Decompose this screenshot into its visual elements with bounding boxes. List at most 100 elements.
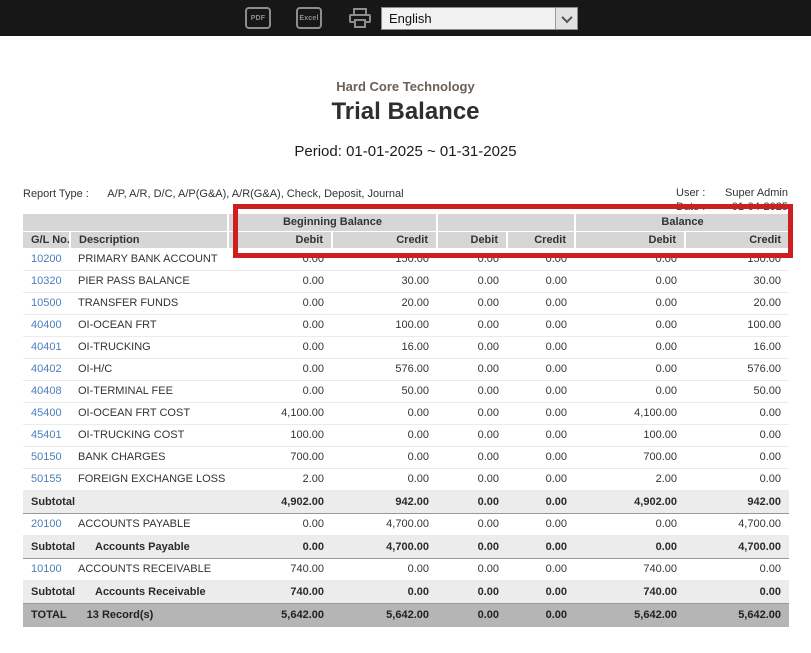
group-header-spacer	[23, 214, 228, 231]
chevron-down-icon	[561, 11, 572, 22]
gl-no-link[interactable]: 10100	[31, 563, 62, 575]
balance-group-header: Balance	[575, 214, 789, 231]
amount-cell: 0.00	[228, 248, 332, 270]
amount-cell: 5,642.00	[332, 603, 437, 627]
amount-cell: 4,700.00	[685, 535, 789, 558]
amount-cell: 50.00	[332, 380, 437, 402]
amount-cell: 0.00	[685, 580, 789, 603]
amount-cell: 0.00	[507, 603, 575, 627]
col-header-balance-debit: Debit	[575, 231, 685, 248]
description-cell: OI-TERMINAL FEE	[70, 380, 228, 402]
amount-cell: 2.00	[575, 468, 685, 490]
select-arrow-button[interactable]	[555, 8, 577, 29]
total-row: TOTAL13 Record(s)5,642.005,642.000.000.0…	[23, 603, 789, 627]
table-row: 45400OI-OCEAN FRT COST4,100.000.000.000.…	[23, 402, 789, 424]
description-cell: OI-OCEAN FRT COST	[70, 402, 228, 424]
amount-cell: 0.00	[437, 468, 507, 490]
amount-cell: 0.00	[507, 513, 575, 535]
report-period: Period: 01-01-2025 ~ 01-31-2025	[0, 143, 811, 160]
gl-no-link[interactable]: 45401	[31, 429, 62, 441]
gl-no-link[interactable]: 10500	[31, 297, 62, 309]
amount-cell: 700.00	[575, 446, 685, 468]
amount-cell: 150.00	[685, 248, 789, 270]
language-select[interactable]: English	[381, 7, 578, 30]
description-cell: OI-OCEAN FRT	[70, 314, 228, 336]
print-icon[interactable]	[347, 7, 373, 29]
gl-no-link[interactable]: 50150	[31, 451, 62, 463]
amount-cell: 0.00	[437, 336, 507, 358]
row-label: TOTAL	[31, 609, 67, 621]
amount-cell: 740.00	[228, 558, 332, 580]
table-row: 10320PIER PASS BALANCE0.0030.000.000.000…	[23, 270, 789, 292]
table-row: 40402OI-H/C0.00576.000.000.000.00576.00	[23, 358, 789, 380]
amount-cell: 0.00	[575, 292, 685, 314]
gl-no-link[interactable]: 20100	[31, 518, 62, 530]
amount-cell: 0.00	[507, 402, 575, 424]
amount-cell: 0.00	[575, 248, 685, 270]
amount-cell: 16.00	[685, 336, 789, 358]
amount-cell: 0.00	[437, 603, 507, 627]
amount-cell: 20.00	[332, 292, 437, 314]
amount-cell: 0.00	[437, 402, 507, 424]
pdf-export-icon[interactable]: PDF	[245, 7, 271, 29]
amount-cell: 0.00	[437, 358, 507, 380]
amount-cell: 0.00	[507, 358, 575, 380]
table-row: 40401OI-TRUCKING0.0016.000.000.000.0016.…	[23, 336, 789, 358]
user-line: User : Super Admin	[676, 187, 788, 199]
gl-no-link[interactable]: 50155	[31, 473, 62, 485]
excel-export-icon[interactable]: Excel	[296, 7, 322, 29]
amount-cell: 4,902.00	[228, 490, 332, 513]
amount-cell: 0.00	[332, 424, 437, 446]
amount-cell: 740.00	[228, 580, 332, 603]
amount-cell: 0.00	[575, 336, 685, 358]
amount-cell: 0.00	[228, 380, 332, 402]
group-header-row: Beginning Balance Balance	[23, 214, 789, 231]
table-row: 10200PRIMARY BANK ACCOUNT0.00150.000.000…	[23, 248, 789, 270]
description-cell: OI-H/C	[70, 358, 228, 380]
date-line: Date : 01-04-2025	[676, 201, 788, 213]
excel-icon-label: Excel	[299, 15, 318, 22]
table-row: 40400OI-OCEAN FRT0.00100.000.000.000.001…	[23, 314, 789, 336]
report-type-value: A/P, A/R, D/C, A/P(G&A), A/R(G&A), Check…	[107, 188, 403, 200]
amount-cell: 0.00	[437, 424, 507, 446]
gl-no-link[interactable]: 40400	[31, 319, 62, 331]
user-label: User :	[676, 187, 705, 199]
col-header-bb-credit: Credit	[332, 231, 437, 248]
amount-cell: 0.00	[437, 446, 507, 468]
amount-cell: 0.00	[332, 446, 437, 468]
gl-no-link[interactable]: 40401	[31, 341, 62, 353]
gl-no-link[interactable]: 10320	[31, 275, 62, 287]
amount-cell: 0.00	[332, 402, 437, 424]
gl-no-link[interactable]: 45400	[31, 407, 62, 419]
gl-no-cell: 40400	[23, 314, 70, 336]
row-sublabel: Accounts Receivable	[95, 586, 206, 598]
row-label-cell: TOTAL13 Record(s)	[23, 603, 228, 627]
amount-cell: 0.00	[507, 336, 575, 358]
company-name: Hard Core Technology	[0, 79, 811, 94]
amount-cell: 576.00	[332, 358, 437, 380]
amount-cell: 0.00	[228, 270, 332, 292]
pdf-icon-label: PDF	[251, 15, 266, 22]
gl-no-link[interactable]: 10200	[31, 253, 62, 265]
description-cell: BANK CHARGES	[70, 446, 228, 468]
amount-cell: 0.00	[437, 580, 507, 603]
gl-no-link[interactable]: 40408	[31, 385, 62, 397]
amount-cell: 0.00	[507, 468, 575, 490]
row-label-cell: SubtotalAccounts Payable	[23, 535, 228, 558]
amount-cell: 0.00	[437, 292, 507, 314]
amount-cell: 0.00	[228, 358, 332, 380]
column-header-row: G/L No. Description Debit Credit Debit C…	[23, 231, 789, 248]
amount-cell: 0.00	[437, 270, 507, 292]
col-header-period-debit: Debit	[437, 231, 507, 248]
table-row: 20100ACCOUNTS PAYABLE0.004,700.000.000.0…	[23, 513, 789, 535]
user-date-block: User : Super Admin Date : 01-04-2025	[676, 187, 788, 215]
subtotal-row: Subtotal4,902.00942.000.000.004,902.0094…	[23, 490, 789, 513]
amount-cell: 4,700.00	[332, 513, 437, 535]
gl-no-cell: 40402	[23, 358, 70, 380]
gl-no-cell: 45401	[23, 424, 70, 446]
gl-no-cell: 45400	[23, 402, 70, 424]
amount-cell: 942.00	[332, 490, 437, 513]
subtotal-row: SubtotalAccounts Payable0.004,700.000.00…	[23, 535, 789, 558]
gl-no-link[interactable]: 40402	[31, 363, 62, 375]
amount-cell: 4,700.00	[332, 535, 437, 558]
